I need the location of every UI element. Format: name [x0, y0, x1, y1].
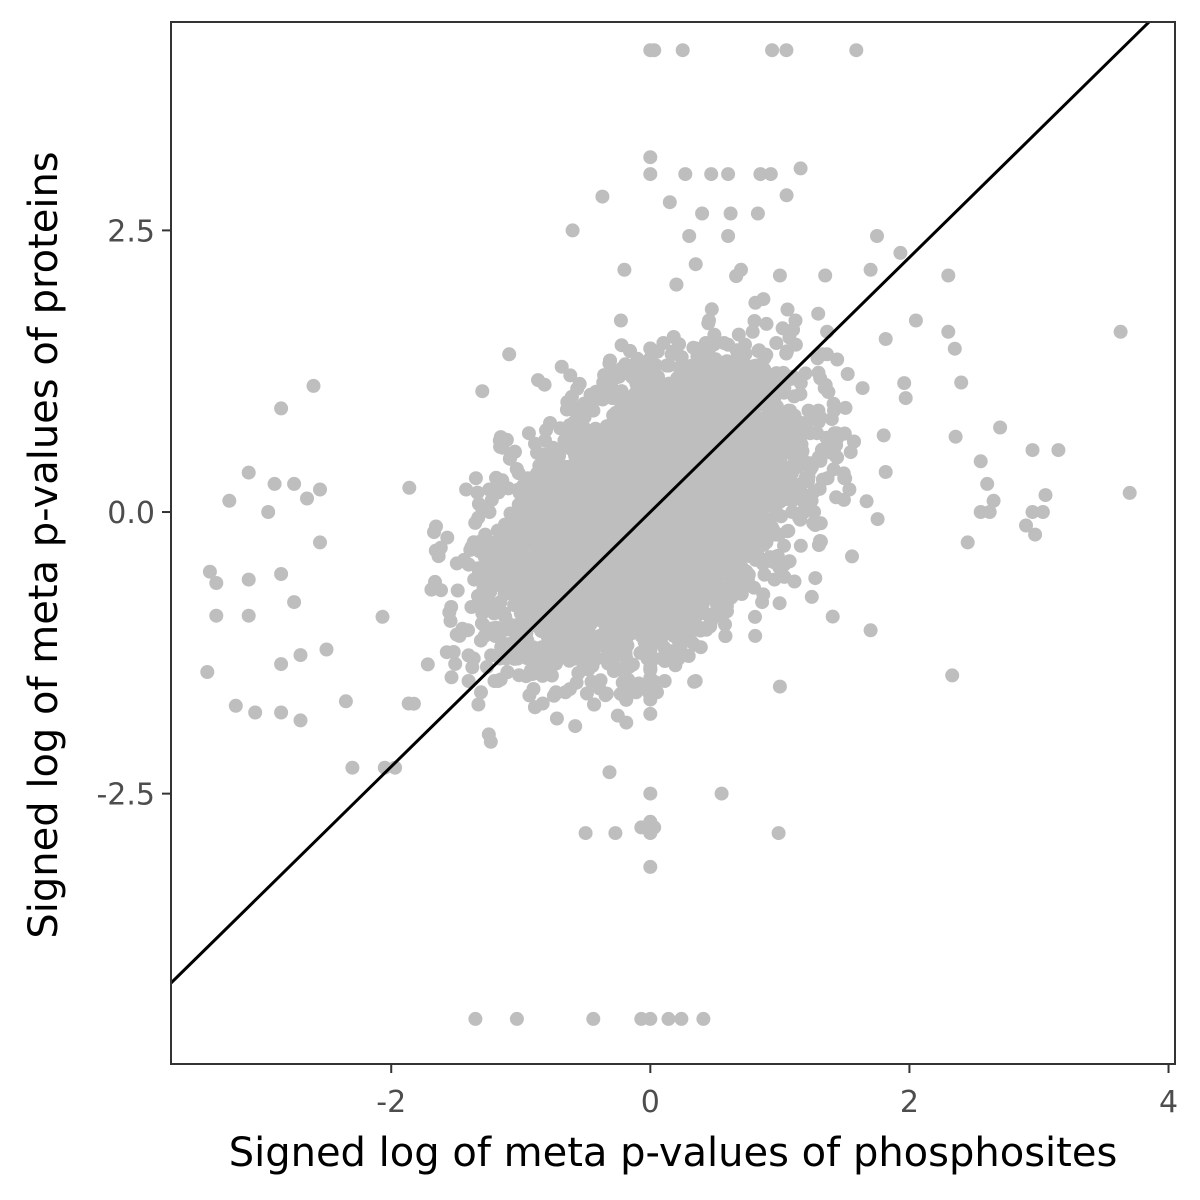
data-point [702, 313, 716, 328]
data-point [843, 445, 858, 460]
data-point [420, 657, 435, 672]
data-point [461, 674, 476, 688]
data-point [774, 509, 789, 524]
data-point [521, 426, 536, 441]
data-point [793, 538, 808, 553]
data-point [693, 640, 708, 655]
data-point [406, 696, 421, 711]
data-point [748, 628, 763, 643]
data-point [602, 765, 617, 780]
data-point [748, 295, 763, 310]
data-point [526, 682, 541, 696]
data-point [474, 685, 488, 700]
data-point [440, 530, 455, 545]
data-point [619, 680, 634, 695]
data-point [806, 484, 821, 499]
data-point [855, 381, 870, 396]
data-point [824, 412, 839, 427]
data-point [468, 515, 483, 530]
data-point [704, 302, 719, 317]
data-point [718, 617, 732, 632]
data-point [512, 668, 527, 683]
data-point [427, 525, 441, 540]
data-point [579, 686, 594, 701]
points-layer [200, 43, 1137, 1026]
data-point [811, 306, 826, 321]
data-point [659, 358, 674, 373]
data-point [772, 596, 787, 611]
data-point [804, 589, 819, 604]
data-point [838, 400, 853, 415]
data-point [759, 316, 774, 331]
data-point [450, 583, 465, 598]
data-point [444, 670, 459, 685]
data-point [475, 384, 490, 399]
data-point [782, 554, 797, 569]
data-point [759, 347, 774, 362]
data-point [755, 595, 770, 610]
data-point [643, 706, 658, 721]
data-point [375, 609, 390, 624]
data-point [459, 482, 474, 497]
data-point [748, 609, 762, 624]
data-point [448, 656, 463, 671]
data-point [564, 618, 579, 633]
data-point [819, 430, 834, 445]
data-point [568, 719, 583, 734]
data-point [471, 589, 485, 603]
data-point [747, 314, 762, 328]
data-point [446, 645, 461, 659]
data-point [559, 402, 574, 417]
data-point [769, 336, 784, 350]
data-point [402, 480, 417, 495]
data-point [619, 715, 634, 730]
data-point [870, 512, 885, 527]
data-point [770, 548, 785, 563]
data-point [878, 332, 893, 346]
data-point [876, 428, 891, 443]
data-point [859, 494, 874, 509]
data-point [502, 347, 517, 362]
data-point [897, 376, 912, 391]
data-point [483, 734, 498, 749]
data-point [491, 674, 505, 688]
data-point [878, 465, 893, 479]
data-point [845, 549, 859, 564]
data-point [842, 482, 857, 497]
data-point [533, 447, 548, 462]
data-point [554, 359, 569, 374]
data-point [471, 697, 486, 712]
data-point [482, 505, 497, 519]
data-point [471, 497, 486, 511]
data-point [838, 471, 853, 486]
data-point [779, 188, 794, 203]
data-point [808, 571, 823, 586]
data-point [780, 302, 795, 317]
data-point [775, 321, 790, 336]
data-point [806, 516, 821, 531]
data-point [468, 471, 483, 486]
data-point [801, 403, 816, 418]
data-point [825, 609, 840, 624]
data-point [465, 660, 480, 675]
data-point [563, 368, 578, 383]
data-point [731, 327, 746, 342]
